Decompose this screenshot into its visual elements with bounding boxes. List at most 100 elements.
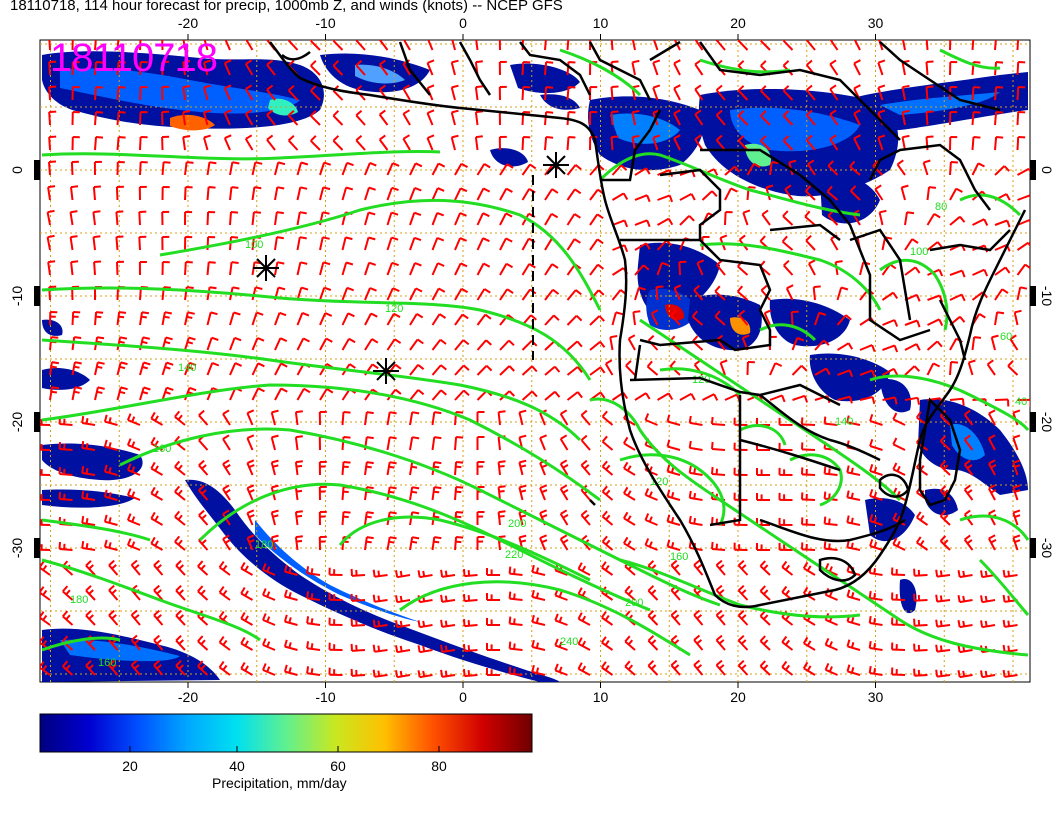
wind-barb bbox=[386, 338, 402, 351]
wind-barb bbox=[161, 186, 170, 201]
wind-barb bbox=[246, 509, 255, 526]
wind-barb bbox=[913, 568, 928, 577]
wind-barb bbox=[440, 669, 456, 678]
wind-barb bbox=[341, 461, 351, 476]
wind-barb bbox=[759, 635, 771, 651]
wind-barb bbox=[784, 184, 794, 201]
wind-barb bbox=[49, 311, 58, 326]
wind-barb bbox=[103, 464, 118, 476]
wind-barb bbox=[417, 670, 433, 679]
colorbar-tick-label: 20 bbox=[122, 758, 138, 774]
wind-barb bbox=[274, 186, 285, 201]
wind-barb bbox=[737, 659, 749, 676]
wind-barb bbox=[994, 40, 997, 51]
wind-barb bbox=[531, 639, 546, 651]
wind-barb bbox=[58, 542, 73, 551]
wind-barb bbox=[634, 167, 651, 176]
wind-barb bbox=[296, 236, 307, 251]
wind-barb bbox=[153, 609, 164, 626]
wind-barb bbox=[627, 334, 636, 351]
wind-barb bbox=[805, 234, 816, 251]
wind-barb bbox=[869, 413, 883, 426]
wind-barb bbox=[554, 663, 568, 676]
wind-barb bbox=[139, 61, 148, 76]
wind-barb bbox=[634, 264, 650, 276]
wind-barb bbox=[544, 136, 554, 151]
wind-barb bbox=[476, 313, 492, 326]
wind-barb bbox=[971, 111, 981, 126]
wind-barb bbox=[715, 109, 726, 126]
coastline-layer bbox=[269, 40, 1027, 609]
wind-barb bbox=[644, 513, 658, 526]
wind-barb bbox=[139, 111, 148, 126]
wind-barb bbox=[318, 410, 327, 426]
wind-barb bbox=[792, 394, 809, 403]
wind-barb bbox=[531, 614, 546, 626]
wind-barb bbox=[673, 59, 681, 76]
wind-barb bbox=[402, 134, 411, 151]
wind-barb bbox=[949, 40, 952, 51]
wind-barb bbox=[892, 412, 906, 426]
wind-barb bbox=[153, 584, 164, 601]
wind-barb bbox=[294, 460, 303, 476]
wind-barb bbox=[802, 661, 816, 676]
wind-barb bbox=[612, 219, 629, 228]
wind-barb bbox=[251, 337, 265, 351]
wind-barb bbox=[644, 538, 658, 551]
wind-barb bbox=[1002, 569, 1018, 578]
colorbar-tick-label: 80 bbox=[431, 758, 447, 774]
wind-barb bbox=[580, 409, 591, 426]
wind-barb bbox=[589, 366, 606, 376]
wind-barb bbox=[319, 388, 334, 401]
wind-barb bbox=[823, 541, 838, 551]
wind-barb bbox=[402, 84, 411, 101]
wind-barb bbox=[126, 538, 141, 551]
wind-barb bbox=[476, 163, 491, 176]
wind-barb bbox=[126, 413, 141, 426]
wind-barb bbox=[58, 492, 73, 501]
wind-barb bbox=[85, 560, 96, 576]
wind-barb bbox=[544, 288, 560, 301]
wind-barb bbox=[153, 559, 164, 576]
wind-barb bbox=[559, 459, 569, 476]
wind-barb bbox=[783, 259, 794, 276]
wind-barb bbox=[350, 643, 366, 652]
wind-barb bbox=[417, 645, 433, 654]
wind-barb bbox=[901, 109, 910, 126]
wind-barb bbox=[386, 236, 399, 251]
wind-barb bbox=[670, 609, 681, 626]
wind-barb bbox=[296, 161, 309, 176]
wind-barb bbox=[40, 611, 51, 626]
wind-barb bbox=[139, 361, 151, 376]
wind-barb bbox=[508, 641, 523, 651]
wind-barb bbox=[139, 311, 150, 326]
wind-barb bbox=[40, 444, 51, 451]
wind-barb bbox=[130, 609, 141, 626]
wind-barb bbox=[486, 668, 500, 676]
wind-barb bbox=[115, 210, 124, 226]
wind-barb bbox=[631, 40, 636, 51]
contour-labels-layer: 1001201401601802002202401601801201401201… bbox=[70, 201, 1027, 669]
wind-barb bbox=[508, 566, 523, 576]
wind-barb bbox=[409, 211, 422, 226]
wind-barb bbox=[554, 613, 568, 626]
wind-barb bbox=[566, 340, 583, 351]
wind-barb bbox=[139, 40, 142, 51]
lat-tick-label-left: -20 bbox=[9, 412, 25, 432]
wind-barb bbox=[631, 134, 640, 151]
wind-barb bbox=[175, 584, 186, 601]
wind-barb bbox=[679, 215, 695, 226]
wind-barb bbox=[802, 561, 816, 576]
wind-barb bbox=[69, 235, 78, 251]
wind-barb bbox=[150, 486, 164, 501]
wind-barb bbox=[244, 59, 254, 76]
wind-barb bbox=[274, 236, 284, 251]
wind-barb bbox=[808, 259, 816, 276]
wind-barb bbox=[935, 569, 951, 578]
wind-barb bbox=[409, 287, 423, 301]
wind-barb bbox=[266, 109, 276, 126]
wind-barb bbox=[778, 442, 793, 451]
wind-barb bbox=[737, 135, 749, 151]
wind-barb bbox=[644, 488, 658, 501]
wind-barb bbox=[364, 211, 376, 226]
